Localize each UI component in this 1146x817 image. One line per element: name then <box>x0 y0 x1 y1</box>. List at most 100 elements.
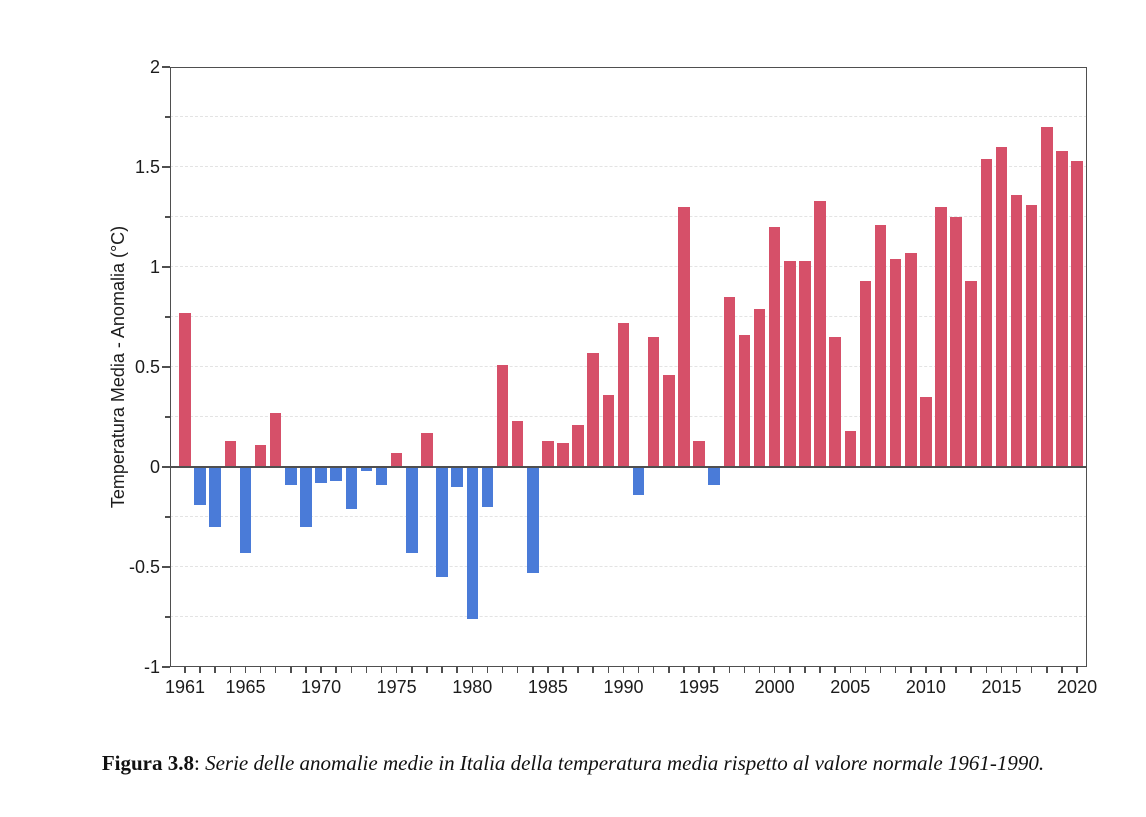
bar-1975 <box>390 453 403 467</box>
x-tick-2019 <box>1061 667 1063 673</box>
x-tick-1985 <box>547 667 549 673</box>
x-tick-2017 <box>1030 667 1033 673</box>
x-tick-2015 <box>1000 667 1003 673</box>
y-tick-2 <box>162 66 170 68</box>
x-tick-2004 <box>834 667 836 673</box>
x-tick-1964 <box>229 667 232 673</box>
x-tick-label-1970: 1970 <box>301 677 342 697</box>
x-tick-1968 <box>290 667 292 673</box>
x-tick-1987 <box>577 667 579 673</box>
bar-1981 <box>481 467 494 507</box>
x-tick-1961 <box>184 667 186 673</box>
x-tick-2001 <box>789 667 791 673</box>
bar-2013 <box>965 281 977 467</box>
x-tick-2010 <box>925 667 927 673</box>
x-tick-1998 <box>743 667 746 673</box>
bar-2014 <box>980 159 993 467</box>
x-tick-2005 <box>849 667 852 673</box>
x-tick-1976 <box>411 667 413 673</box>
bar-1986 <box>557 443 569 467</box>
y-tick-label-1: 1 <box>149 257 160 277</box>
bar-1977 <box>421 433 433 467</box>
bar-2004 <box>829 337 841 467</box>
x-tick-1971 <box>335 667 337 673</box>
x-tick-label-2015: 2015 <box>981 677 1022 697</box>
x-tick-1970 <box>320 667 322 673</box>
bar-2007 <box>874 225 887 467</box>
gridline--0.25 <box>170 516 1087 518</box>
x-tick-1990 <box>622 667 625 673</box>
caption-label: Figura 3.8 <box>101 751 194 775</box>
x-tick-label-1975: 1975 <box>376 677 417 697</box>
bar-1997 <box>723 297 736 467</box>
y-tick-0.75 <box>165 316 170 318</box>
bar-1989 <box>602 395 615 467</box>
x-tick-1997 <box>728 667 731 673</box>
y-tick--0.75 <box>165 616 170 618</box>
x-tick-1963 <box>214 667 216 673</box>
x-tick-2013 <box>970 667 972 673</box>
x-tick-2016 <box>1015 667 1018 673</box>
bar-1995 <box>693 441 705 467</box>
x-tick-2014 <box>985 667 988 673</box>
x-tick-1983 <box>516 667 519 673</box>
bar-1983 <box>511 421 524 467</box>
bar-2016 <box>1010 195 1023 467</box>
x-tick-label-2005: 2005 <box>830 677 871 697</box>
bar-2020 <box>1071 161 1083 467</box>
y-tick--0.25 <box>165 516 170 518</box>
bar-1993 <box>663 375 675 467</box>
x-tick-2009 <box>910 667 912 673</box>
bar-1990 <box>617 323 630 467</box>
gridline-1.5 <box>170 166 1087 168</box>
x-tick-1992 <box>652 667 655 673</box>
x-tick-2007 <box>879 667 882 673</box>
gridline-1.25 <box>170 216 1087 218</box>
bar-1974 <box>375 467 388 485</box>
x-tick-1989 <box>607 667 610 673</box>
caption-text: Serie delle anomalie medie in Italia del… <box>205 751 1045 775</box>
x-tick-label-2010: 2010 <box>905 677 946 697</box>
y-tick-label--0.5: -0.5 <box>128 557 160 577</box>
y-tick-0.5 <box>162 366 170 368</box>
bar-2011 <box>935 207 947 467</box>
bar-2005 <box>844 431 857 467</box>
x-tick-1978 <box>441 667 443 673</box>
y-tick-0 <box>162 466 170 468</box>
bar-2019 <box>1056 151 1068 467</box>
bar-1980 <box>466 467 479 619</box>
bar-2010 <box>920 397 932 467</box>
bar-2008 <box>889 259 902 467</box>
gridline-0.75 <box>170 316 1087 318</box>
x-tick-1979 <box>456 667 458 673</box>
y-tick-1 <box>162 266 170 268</box>
x-tick-2002 <box>804 667 806 673</box>
x-tick-1966 <box>259 667 262 673</box>
x-tick-1991 <box>637 667 640 673</box>
x-tick-2006 <box>864 667 867 673</box>
x-tick-1977 <box>426 667 428 673</box>
x-tick-1962 <box>199 667 201 673</box>
x-tick-1988 <box>592 667 594 673</box>
x-tick-1986 <box>562 667 564 673</box>
bar-1968 <box>285 467 297 485</box>
x-tick-label-1965: 1965 <box>225 677 266 697</box>
y-tick-label-0: 0 <box>149 457 160 477</box>
x-tick-label-1985: 1985 <box>527 677 568 697</box>
plot-area <box>170 67 1087 667</box>
y-tick-1.25 <box>165 216 170 218</box>
x-tick-2018 <box>1046 667 1048 673</box>
bar-1970 <box>315 467 327 483</box>
x-tick-2020 <box>1076 667 1078 673</box>
bar-2003 <box>814 201 826 467</box>
bar-1992 <box>647 337 660 467</box>
bar-2017 <box>1025 205 1038 467</box>
bar-1999 <box>753 309 766 467</box>
x-tick-1982 <box>501 667 504 673</box>
x-tick-1994 <box>683 667 685 673</box>
bar-1991 <box>632 467 645 495</box>
bar-1998 <box>738 335 751 467</box>
x-tick-1980 <box>471 667 474 673</box>
x-tick-1972 <box>350 667 353 673</box>
bar-2006 <box>859 281 872 467</box>
